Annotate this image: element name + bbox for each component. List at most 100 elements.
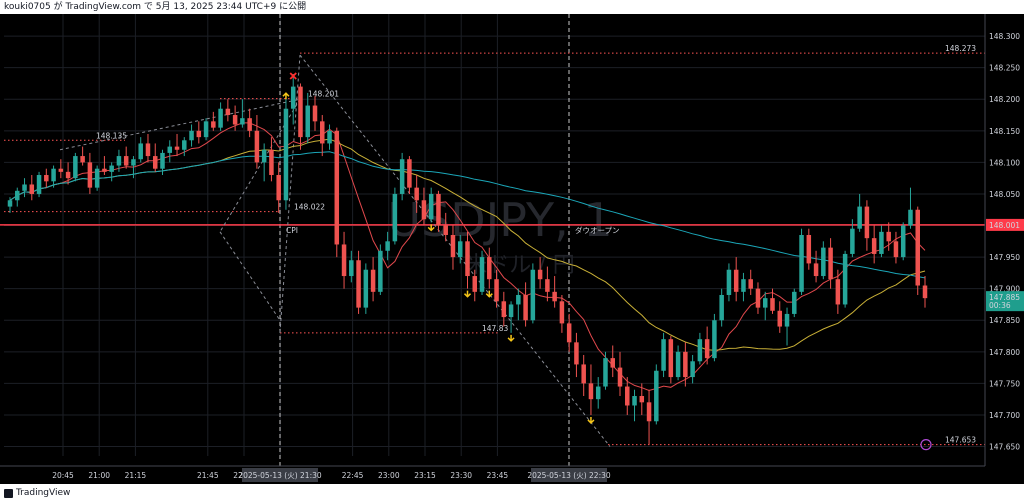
candlestick-chart: USDJPY, 1 米ドル / 円 148.273148.201148.1351… [0,14,1024,484]
y-tick-label: 148.300 [989,32,1020,41]
alert-clock-icon[interactable] [920,439,932,451]
candle-body [748,279,753,289]
candle-body [770,298,775,311]
candle-body [661,339,666,371]
y-tick-label: 148.050 [989,190,1020,199]
annotation-dow-open: ダウオープン [575,225,620,235]
candle-body [407,159,412,188]
candle-body [741,279,746,292]
candle-body [879,231,884,254]
y-tick-label: 148.150 [989,127,1020,136]
candle-body [189,130,194,141]
sell-signal-icon [485,290,493,298]
x-tick-label: 23:00 [378,471,400,480]
candle-body [501,301,507,318]
candle-body [821,247,826,277]
candle-body [421,200,427,220]
candle-body [552,291,557,302]
candle-body [218,108,223,128]
candle-body [719,294,724,321]
y-tick-label: 148.250 [989,64,1020,73]
candle-body [261,149,267,163]
price-axis[interactable]: 148.300 148.250 148.200 148.150 148.100 148.0… [984,14,1024,466]
sell-signal-icon [463,290,472,298]
pattern-line [59,98,301,151]
candle-body [65,171,71,179]
x-tick-label: 21:15 [125,471,147,480]
candle-body [123,156,129,166]
candle-body [203,121,209,138]
x-tick-label: 21:00 [88,471,110,480]
candle-body [312,105,318,122]
candle-body [603,358,608,387]
candles [7,73,928,445]
y-tick-label: 147.900 [989,285,1020,294]
level-label: 147.653 [945,436,976,445]
candle-body [472,276,478,292]
candle-body [276,175,281,201]
candle-body [102,168,107,172]
session-lines [279,14,570,466]
time-highlight-label: 2025-05-13 (火) 22:30 [527,471,611,480]
annotations: CPI ダウオープン 147.83 [286,225,932,451]
candle-body [813,263,819,277]
candle-body [479,257,485,292]
countdown-label: 00:36 [989,301,1011,310]
candle-body [581,364,586,384]
annotation-cpi: CPI [286,226,298,235]
candle-body [777,310,783,327]
candle-body [138,143,143,160]
candle-body [523,294,528,321]
candle-body [145,143,151,157]
candle-body [457,241,463,258]
candle-body [414,187,419,201]
candle-body [44,175,49,182]
last-price-label: 147.885 [989,293,1020,302]
candle-body [36,175,42,194]
candle-body [639,396,645,403]
candle-body [87,162,93,188]
candle-body [762,298,768,308]
candle-body [893,241,899,258]
candle-body [22,184,27,191]
candle-body [508,304,514,318]
tradingview-logo-icon [4,489,13,498]
candle-body [152,156,158,169]
y-tick-label: 148.100 [989,158,1020,167]
candle-body [247,118,252,131]
candle-body [428,193,434,220]
y-tick-label: 147.750 [989,379,1020,388]
candle-body [857,206,862,229]
time-axis[interactable]: 20:4521:0021:1521:4522:0022:1522:4523:00… [0,465,985,482]
x-tick-label: 23:30 [450,471,472,480]
x-tick-label: 23:15 [414,471,436,480]
candle-body [465,241,470,277]
candle-body [341,244,347,277]
x-tick-label: 22:45 [342,471,364,480]
candle-body [595,386,601,400]
candle-body [625,386,630,406]
candle-body [683,351,688,378]
candle-body [378,250,383,292]
annotation-low: 147.83 [482,324,508,333]
candle-body [94,168,100,188]
candle-body [109,165,114,172]
candle-body [559,301,565,324]
candle-body [174,146,180,150]
candle-body [654,370,659,422]
candle-body [886,231,891,242]
candle-body [182,140,187,150]
candle-body [646,402,652,422]
time-highlight-box [531,468,607,482]
candle-body [211,121,216,128]
candle-body [690,361,695,378]
price-line-tag-label: 148.001 [989,221,1020,230]
candle-body [915,209,920,286]
candle-body [29,184,35,194]
candle-body [494,279,499,302]
candle-body [232,115,238,125]
sell-signal-icon [507,334,515,342]
time-highlight-box [242,468,318,482]
candle-body [799,235,804,292]
x-tick-label: 21:45 [197,471,219,480]
